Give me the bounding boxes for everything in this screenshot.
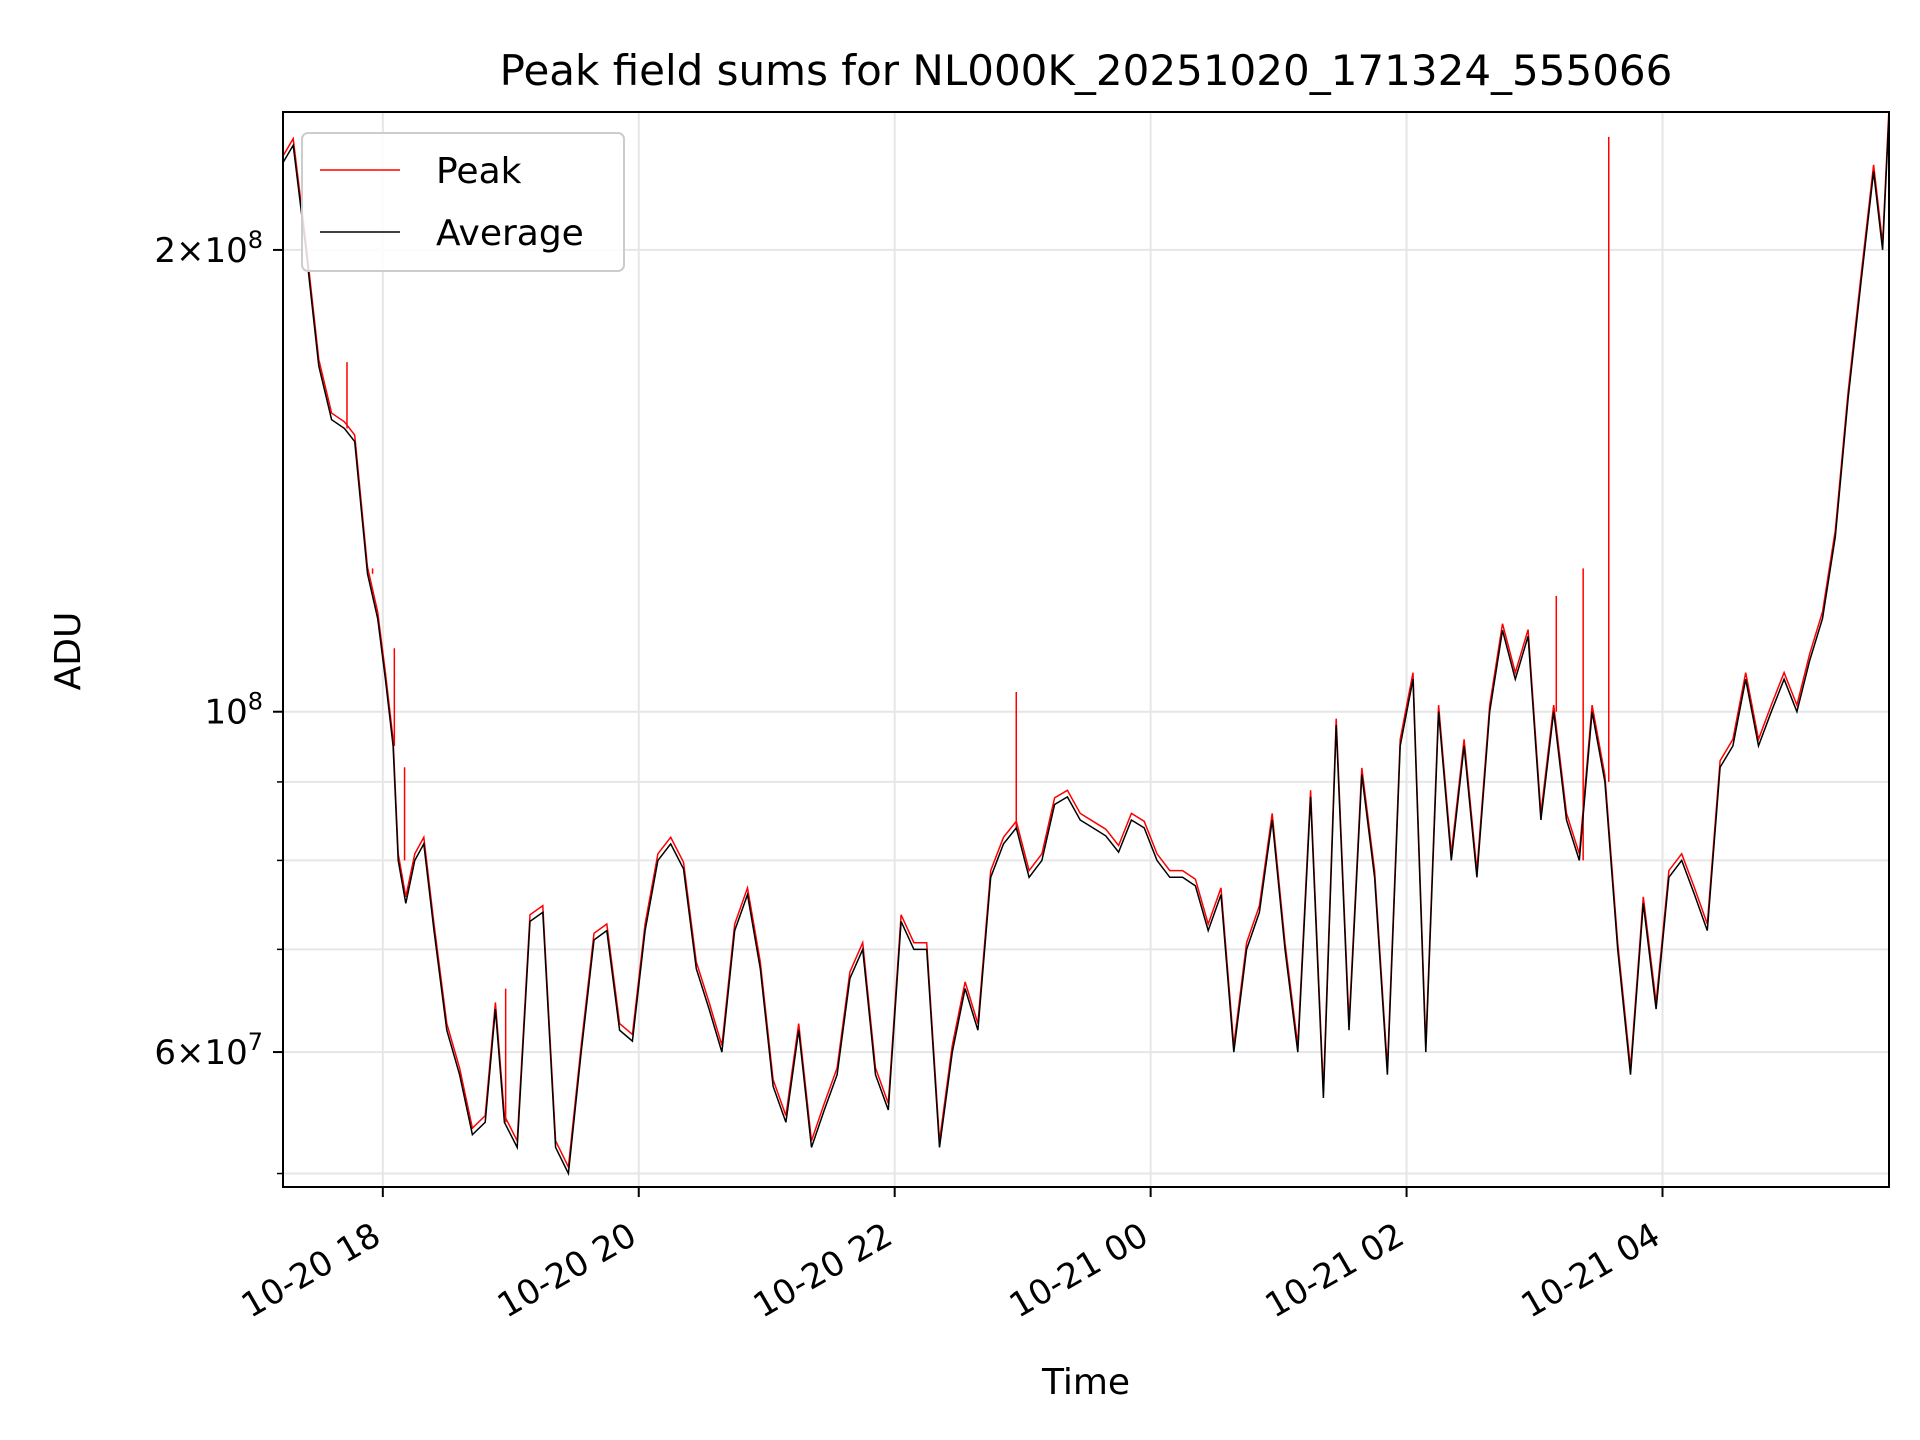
legend-label-average: Average	[436, 213, 584, 254]
plot-frame	[282, 111, 1890, 1188]
legend-label-peak: Peak	[436, 151, 522, 192]
y-tick-label: 2×108	[154, 226, 263, 271]
series-average-line	[283, 114, 1889, 1177]
legend: Peak Average	[301, 132, 625, 272]
chart-title: Peak field sums for NL000K_20251020_1713…	[500, 46, 1673, 95]
y-axis-label: ADU	[48, 612, 89, 691]
y-tick-label: 6×107	[154, 1028, 263, 1073]
plot-series	[283, 112, 1889, 1177]
x-axis-label: Time	[1041, 1362, 1130, 1403]
y-tick-label: 108	[204, 688, 263, 733]
legend-box	[301, 132, 625, 272]
y-axis: 2×108 108 6×107	[154, 226, 283, 1175]
